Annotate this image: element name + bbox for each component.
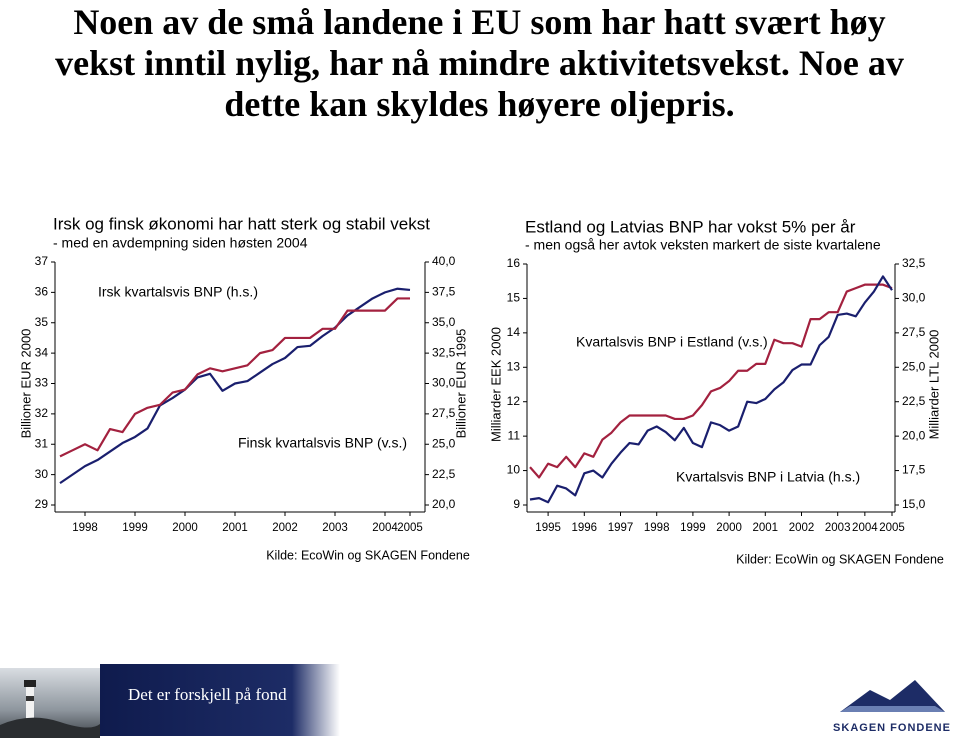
chart-subtitle: - med en avdempning siden høsten 2004 bbox=[53, 235, 308, 251]
series-line bbox=[529, 283, 893, 479]
y2-tick-label: 27,5 bbox=[432, 406, 456, 420]
y-axis-label: Milliarder EEK 2000 bbox=[488, 327, 503, 442]
footer-picture bbox=[0, 668, 100, 738]
y-tick-label: 32 bbox=[35, 406, 49, 420]
x-tick-label: 2002 bbox=[272, 522, 298, 534]
x-tick-label: 1999 bbox=[680, 522, 706, 534]
y-tick-label: 10 bbox=[507, 463, 521, 477]
y2-axis-label: Milliarder LTL 2000 bbox=[926, 330, 941, 440]
tagline: Det er forskjell på fond bbox=[128, 685, 287, 704]
y2-tick-label: 25,0 bbox=[432, 436, 456, 450]
y-tick-label: 16 bbox=[507, 256, 521, 270]
x-tick-label: 2005 bbox=[397, 522, 423, 534]
y2-tick-label: 22,5 bbox=[902, 394, 926, 408]
y-axis-label: Billioner EUR 2000 bbox=[18, 329, 33, 439]
y2-tick-label: 17,5 bbox=[902, 463, 926, 477]
logo-text: SKAGEN FONDENE bbox=[833, 722, 951, 734]
chart-title: Irsk og finsk økonomi har hatt sterk og … bbox=[53, 214, 430, 233]
x-tick-label: 1997 bbox=[608, 522, 634, 534]
series-line bbox=[59, 297, 410, 458]
lighthouse bbox=[26, 686, 34, 720]
y-tick-label: 37 bbox=[35, 254, 49, 268]
series-label: Kvartalsvis BNP i Estland (v.s.) bbox=[576, 334, 768, 350]
y-tick-label: 14 bbox=[507, 325, 521, 339]
x-tick-label: 2002 bbox=[789, 522, 815, 534]
y-tick-label: 36 bbox=[35, 285, 49, 299]
y2-tick-label: 20,0 bbox=[432, 497, 456, 511]
logo-water bbox=[840, 706, 945, 712]
x-tick-label: 1995 bbox=[535, 522, 561, 534]
y-tick-label: 33 bbox=[35, 376, 49, 390]
logo-picture bbox=[840, 680, 945, 712]
y2-tick-label: 27,5 bbox=[902, 325, 926, 339]
y-tick-label: 12 bbox=[507, 394, 521, 408]
lighthouse-band bbox=[26, 696, 34, 701]
x-tick-label: 2005 bbox=[879, 522, 905, 534]
series-label: Finsk kvartalsvis BNP (v.s.) bbox=[238, 435, 407, 451]
y2-tick-label: 25,0 bbox=[902, 359, 926, 373]
y-tick-label: 31 bbox=[35, 436, 49, 450]
y-tick-label: 30 bbox=[35, 467, 49, 481]
x-tick-label: 1998 bbox=[644, 522, 670, 534]
series-line bbox=[529, 275, 893, 504]
logo-shape bbox=[840, 680, 945, 712]
x-tick-label: 2001 bbox=[753, 522, 779, 534]
x-tick-label: 2001 bbox=[222, 522, 248, 534]
chart-title: Estland og Latvias BNP har vokst 5% per … bbox=[525, 217, 856, 236]
rocks bbox=[0, 717, 100, 738]
y2-axis-label: Billioner EUR 1995 bbox=[453, 329, 468, 439]
y-tick-label: 15 bbox=[507, 291, 521, 305]
y2-tick-label: 30,0 bbox=[432, 376, 456, 390]
tagline-box bbox=[100, 664, 340, 736]
x-tick-label: 1999 bbox=[122, 522, 148, 534]
y-tick-label: 29 bbox=[35, 497, 49, 511]
y-tick-label: 34 bbox=[35, 345, 49, 359]
y2-tick-label: 35,0 bbox=[432, 315, 456, 329]
slide-title-text: Noen av de små landene i EU som har hatt… bbox=[55, 2, 904, 124]
y2-tick-label: 32,5 bbox=[902, 256, 926, 270]
y2-tick-label: 40,0 bbox=[432, 254, 456, 268]
x-tick-label: 2000 bbox=[172, 522, 198, 534]
y2-tick-label: 20,0 bbox=[902, 428, 926, 442]
lighthouse-lamp bbox=[24, 680, 36, 687]
source-note: Kilde: EcoWin og SKAGEN Fondene bbox=[266, 548, 470, 562]
y2-tick-label: 37,5 bbox=[432, 285, 456, 299]
y-tick-label: 9 bbox=[513, 497, 520, 511]
series-line bbox=[59, 287, 411, 485]
x-tick-label: 2003 bbox=[322, 522, 348, 534]
source-note: Kilder: EcoWin og SKAGEN Fondene bbox=[736, 552, 944, 566]
x-tick-label: 2000 bbox=[716, 522, 742, 534]
x-tick-label: 2004 bbox=[852, 522, 878, 534]
y-tick-label: 11 bbox=[508, 428, 521, 442]
y2-tick-label: 30,0 bbox=[902, 291, 926, 305]
y-tick-label: 35 bbox=[35, 315, 49, 329]
chart-subtitle: - men også her avtok veksten markert de … bbox=[525, 237, 881, 253]
x-tick-label: 2003 bbox=[825, 522, 851, 534]
series-label: Irsk kvartalsvis BNP (h.s.) bbox=[98, 284, 258, 300]
y2-tick-label: 15,0 bbox=[902, 497, 926, 511]
x-tick-label: 1998 bbox=[72, 522, 98, 534]
slide-title: Noen av de små landene i EU som har hatt… bbox=[0, 2, 959, 125]
series-label: Kvartalsvis BNP i Latvia (h.s.) bbox=[676, 469, 860, 485]
x-tick-label: 2004 bbox=[372, 522, 398, 534]
y-tick-label: 13 bbox=[507, 359, 521, 373]
x-tick-label: 1996 bbox=[572, 522, 598, 534]
y2-tick-label: 22,5 bbox=[432, 467, 456, 481]
y2-tick-label: 32,5 bbox=[432, 345, 456, 359]
